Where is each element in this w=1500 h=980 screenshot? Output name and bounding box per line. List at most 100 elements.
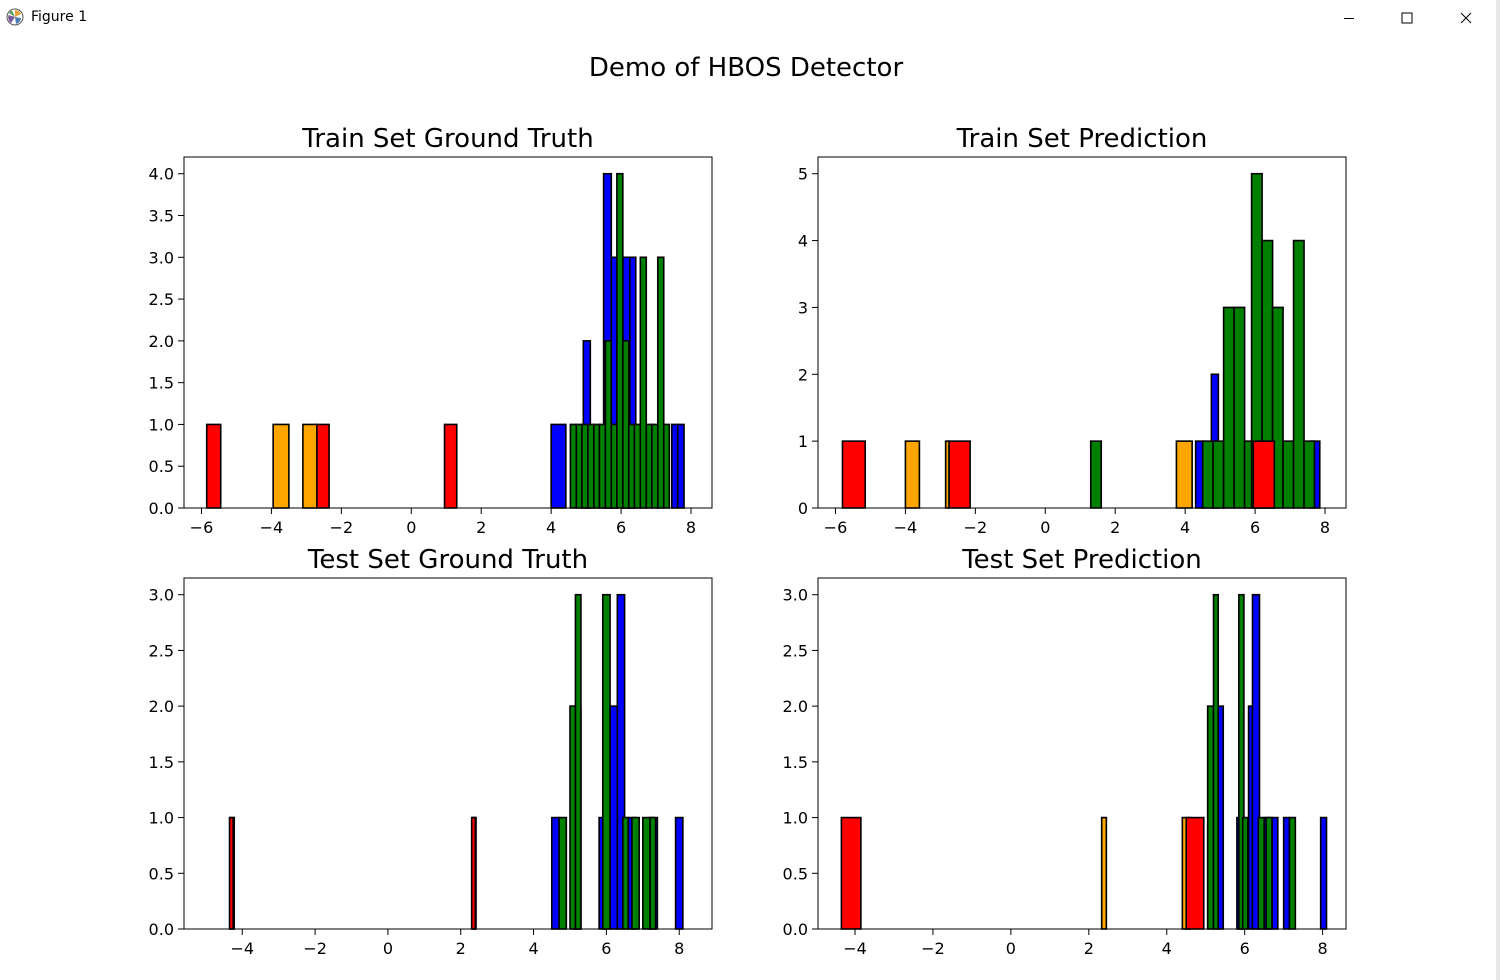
subplot-title: Train Set Prediction bbox=[956, 124, 1208, 154]
histogram-bar-orange bbox=[272, 423, 290, 509]
histogram-bar-blue bbox=[670, 423, 679, 509]
histogram-bar-red bbox=[316, 423, 330, 509]
y-tick-label: 1.5 bbox=[783, 753, 808, 772]
x-tick-label: 4 bbox=[528, 939, 538, 958]
x-tick-label: −4 bbox=[843, 939, 867, 958]
histogram-bar-red bbox=[470, 816, 477, 930]
histogram-bar-blue bbox=[1319, 816, 1328, 930]
histogram-bar-green bbox=[645, 423, 653, 509]
x-tick-label: 8 bbox=[1320, 518, 1330, 537]
histogram-bar-red bbox=[443, 423, 458, 509]
histogram-bar-orange bbox=[302, 423, 318, 509]
y-tick-label: 0.0 bbox=[149, 499, 174, 518]
y-tick-label: 1 bbox=[798, 432, 808, 451]
x-tick-label: 4 bbox=[1180, 518, 1190, 537]
subplot-train-prediction: Train Set Prediction −6 −4 −2 0 2 4 6 8 0 1 2 3 4 5 bbox=[798, 124, 1347, 537]
minimize-button[interactable] bbox=[1320, 0, 1378, 36]
y-tick-label: 4 bbox=[798, 232, 808, 251]
histogram-bar-green bbox=[569, 423, 578, 509]
x-tick-label: 2 bbox=[476, 518, 486, 537]
histogram-bar-blue bbox=[550, 816, 560, 930]
histogram-bar-green bbox=[662, 423, 671, 509]
y-tick-label: 3.0 bbox=[149, 248, 174, 267]
x-tick-label: −2 bbox=[964, 518, 988, 537]
subplot-test-ground-truth: Test Set Ground Truth −4 −2 0 2 4 6 8 0.0 0.5 1.0 1… bbox=[149, 545, 713, 958]
x-tick-label: 6 bbox=[616, 518, 626, 537]
x-tick-label: −2 bbox=[921, 939, 945, 958]
y-tick-label: 2.5 bbox=[149, 641, 174, 660]
histogram-bar-orange bbox=[1100, 816, 1108, 930]
y-tick-label: 1.5 bbox=[149, 753, 174, 772]
x-tick-label: 2 bbox=[1110, 518, 1120, 537]
x-tick-label: 6 bbox=[1240, 939, 1250, 958]
histogram-bar-green bbox=[601, 593, 611, 930]
y-tick-label: 0.0 bbox=[149, 920, 174, 939]
x-tick-label: 0 bbox=[1040, 518, 1050, 537]
x-tick-label: −2 bbox=[303, 939, 327, 958]
histogram-bar-green bbox=[1241, 816, 1249, 930]
axes-frame bbox=[183, 156, 713, 509]
histogram-bar-green bbox=[604, 340, 613, 509]
histogram-bar-green bbox=[1233, 306, 1246, 509]
x-tick-label: 0 bbox=[406, 518, 416, 537]
histogram-bar-green bbox=[575, 423, 583, 509]
histogram-bar-green bbox=[1201, 440, 1214, 509]
y-tick-label: 0 bbox=[798, 499, 808, 518]
histogram-bar-red bbox=[948, 440, 971, 509]
x-tick-label: −6 bbox=[824, 518, 848, 537]
x-tick-label: 0 bbox=[1006, 939, 1016, 958]
histogram-bar-green bbox=[598, 423, 607, 509]
y-tick-label: 3.5 bbox=[149, 207, 174, 226]
y-tick-label: 3 bbox=[798, 298, 808, 317]
x-tick-label: 4 bbox=[1162, 939, 1172, 958]
figure-canvas: Demo of HBOS Detector Train Set Ground T… bbox=[149, 53, 1347, 958]
y-tick-label: 3.0 bbox=[149, 586, 174, 605]
x-tick-label: 6 bbox=[1250, 518, 1260, 537]
subplot-title: Train Set Ground Truth bbox=[301, 124, 593, 154]
y-tick-label: 2 bbox=[798, 365, 808, 384]
window-title: Figure 1 bbox=[31, 9, 88, 25]
y-tick-label: 0.5 bbox=[783, 864, 808, 883]
histogram-bar-blue bbox=[1282, 816, 1291, 930]
histogram-bar-blue bbox=[550, 423, 567, 509]
histogram-bar-green bbox=[622, 340, 630, 509]
y-tick-label: 1.5 bbox=[149, 374, 174, 393]
histogram-bar-green bbox=[651, 423, 659, 509]
histogram-bar-green bbox=[1089, 440, 1103, 509]
x-tick-label: 8 bbox=[674, 939, 684, 958]
maximize-button[interactable] bbox=[1378, 0, 1436, 36]
x-tick-label: 6 bbox=[601, 939, 611, 958]
y-tick-label: 0.5 bbox=[149, 457, 174, 476]
histogram-bar-green bbox=[1222, 306, 1235, 509]
close-button[interactable] bbox=[1437, 0, 1495, 36]
window-border bbox=[1496, 0, 1500, 980]
histogram-bar-green bbox=[610, 423, 618, 509]
histogram-bar-green bbox=[1212, 440, 1225, 509]
subplot-train-ground-truth: Train Set Ground Truth −6 −4 −2 0 2 4 6 8 0.0 0.5 1… bbox=[149, 124, 713, 537]
y-tick-label: 4.0 bbox=[149, 165, 174, 184]
axes-frame bbox=[817, 577, 1347, 930]
subplot-title: Test Set Ground Truth bbox=[307, 545, 588, 575]
subplot-title: Test Set Prediction bbox=[961, 545, 1202, 575]
histogram-bar-blue bbox=[676, 423, 685, 509]
histogram-bar-green bbox=[639, 256, 648, 509]
histogram-bar-green bbox=[1282, 440, 1295, 509]
y-tick-label: 0.0 bbox=[783, 920, 808, 939]
histogram-bar-green bbox=[558, 816, 568, 930]
histogram-bar-green bbox=[1257, 816, 1265, 930]
y-tick-label: 1.0 bbox=[783, 809, 808, 828]
histogram-bar-red bbox=[205, 423, 222, 509]
y-tick-label: 5 bbox=[798, 165, 808, 184]
y-tick-label: 1.0 bbox=[149, 809, 174, 828]
histogram-bar-orange bbox=[904, 440, 921, 509]
histogram-bar-green bbox=[649, 816, 657, 930]
y-tick-label: 0.5 bbox=[149, 864, 174, 883]
x-tick-label: 4 bbox=[546, 518, 556, 537]
figure-suptitle: Demo of HBOS Detector bbox=[589, 53, 904, 83]
histogram-bar-green bbox=[631, 816, 640, 930]
histogram-bar-green bbox=[1292, 239, 1305, 509]
histogram-bar-red bbox=[1252, 440, 1276, 509]
histogram-bar-green bbox=[633, 423, 642, 509]
close-icon bbox=[1460, 12, 1472, 24]
histogram-bar-blue bbox=[674, 816, 684, 930]
